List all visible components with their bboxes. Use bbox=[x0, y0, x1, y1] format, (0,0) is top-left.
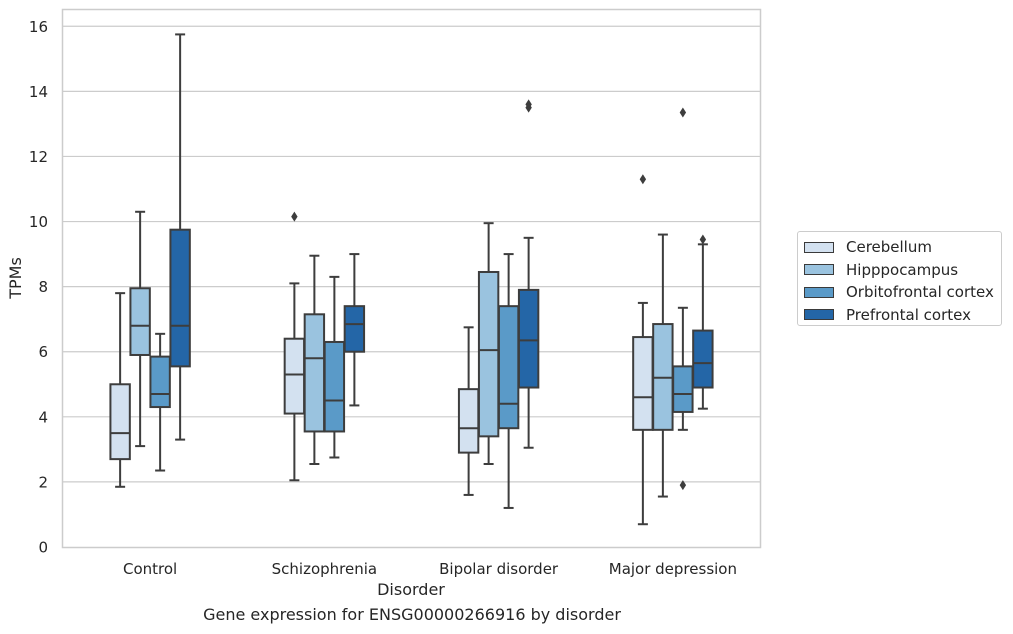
legend-item-orbitofrontal-cortex: Orbitofrontal cortex bbox=[804, 281, 995, 304]
box-hipppocampus-2 bbox=[477, 222, 500, 466]
x-tick-label: Control bbox=[123, 560, 177, 578]
legend-label: Prefrontal cortex bbox=[846, 305, 971, 324]
y-tick-label: 0 bbox=[38, 539, 48, 557]
legend-swatch bbox=[804, 241, 834, 253]
y-tick-label: 16 bbox=[29, 18, 48, 36]
legend-label: Hipppocampus bbox=[846, 260, 959, 279]
x-tick-label: Bipolar disorder bbox=[439, 560, 559, 578]
x-axis-label: Disorder bbox=[377, 580, 445, 599]
box-prefrontal-cortex-0 bbox=[169, 33, 191, 441]
axis-ticks: 0 2 4 6 8 10 12 14 16 Control Schizophrenia Bipolar… bbox=[29, 18, 737, 578]
box-orbitofrontal-cortex-2 bbox=[497, 253, 520, 509]
legend-label: Cerebellum bbox=[846, 238, 932, 257]
outlier-point bbox=[639, 174, 647, 185]
chart-title: Gene expression for ENSG00000266916 by d… bbox=[203, 605, 621, 624]
plot-frame bbox=[61, 8, 762, 549]
iqr-box bbox=[672, 365, 694, 413]
legend-item-cerebellum: Cerebellum bbox=[804, 236, 995, 259]
y-tick-label: 4 bbox=[38, 408, 48, 426]
box-prefrontal-cortex-2 bbox=[517, 99, 540, 449]
iqr-box bbox=[517, 288, 540, 389]
y-tick-label: 12 bbox=[29, 148, 48, 166]
legend-swatch bbox=[804, 264, 834, 276]
box-orbitofrontal-cortex-3 bbox=[672, 107, 694, 491]
iqr-box bbox=[303, 313, 326, 433]
box-prefrontal-cortex-1 bbox=[343, 253, 366, 407]
box-orbitofrontal-cortex-1 bbox=[323, 275, 346, 459]
iqr-box bbox=[283, 337, 306, 415]
outlier-point bbox=[291, 211, 298, 222]
y-tick-label: 10 bbox=[29, 213, 48, 231]
outlier-point bbox=[679, 107, 687, 118]
x-tick-label: Schizophrenia bbox=[272, 560, 377, 578]
iqr-box bbox=[169, 228, 191, 368]
iqr-box bbox=[343, 305, 366, 353]
legend-label: Orbitofrontal cortex bbox=[846, 283, 994, 302]
box-cerebellum-0 bbox=[109, 292, 131, 488]
outlier-point bbox=[679, 480, 687, 491]
box-hipppocampus-3 bbox=[652, 233, 674, 498]
iqr-box bbox=[477, 270, 500, 438]
legend: Cerebellum Hipppocampus Orbitofrontal co… bbox=[797, 231, 1002, 326]
iqr-box bbox=[692, 329, 714, 389]
y-tick-label: 14 bbox=[29, 83, 48, 101]
box-hipppocampus-0 bbox=[129, 210, 151, 448]
x-tick-label: Major depression bbox=[609, 560, 737, 578]
outlier-point bbox=[699, 234, 707, 245]
iqr-box bbox=[457, 388, 480, 454]
box-cerebellum-1 bbox=[283, 211, 306, 482]
iqr-box bbox=[129, 287, 151, 356]
y-axis-label: TPMs bbox=[6, 257, 25, 300]
box-prefrontal-cortex-3 bbox=[692, 234, 714, 410]
box-cerebellum-2 bbox=[457, 326, 480, 496]
iqr-box bbox=[632, 336, 654, 431]
iqr-box bbox=[497, 305, 520, 430]
legend-swatch bbox=[804, 309, 834, 321]
y-tick-label: 6 bbox=[38, 343, 48, 361]
outlier-point bbox=[525, 99, 532, 110]
iqr-box bbox=[109, 383, 131, 461]
legend-swatch bbox=[804, 286, 834, 298]
box-cerebellum-3 bbox=[632, 174, 654, 526]
legend-item-prefrontal-cortex: Prefrontal cortex bbox=[804, 304, 995, 327]
iqr-box bbox=[149, 355, 171, 409]
y-tick-label: 2 bbox=[38, 473, 48, 491]
legend-item-hippocampus: Hipppocampus bbox=[804, 259, 995, 282]
box-series bbox=[109, 33, 714, 526]
iqr-box bbox=[323, 340, 346, 433]
box-orbitofrontal-cortex-0 bbox=[149, 332, 171, 472]
y-tick-label: 8 bbox=[38, 278, 48, 296]
